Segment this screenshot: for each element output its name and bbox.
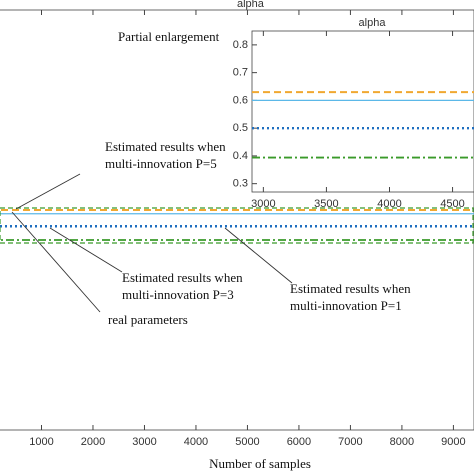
y-tick-label: 0.5 <box>233 122 248 134</box>
chart-title: alpha <box>237 0 265 10</box>
y-tick-label: 0.3 <box>233 178 248 190</box>
x-tick-label: 1000 <box>29 436 53 448</box>
x-axis-label: Number of samples <box>209 456 311 471</box>
x-tick-label: 4000 <box>184 436 208 448</box>
leader-line <box>11 211 101 313</box>
x-tick-label: 9000 <box>441 436 465 448</box>
annotation: real parameters <box>108 312 188 327</box>
x-tick-label: 3000 <box>132 436 156 448</box>
x-tick-label: 4000 <box>377 198 401 210</box>
x-tick-label: 3500 <box>314 198 338 210</box>
leader-line <box>224 227 293 284</box>
y-tick-label: 0.4 <box>233 150 248 162</box>
annotation: Partial enlargement <box>118 29 220 44</box>
x-tick-label: 5000 <box>235 436 259 448</box>
leader-line <box>15 173 81 210</box>
annotation: Estimated results when <box>122 270 243 285</box>
x-tick-label: 2000 <box>81 436 105 448</box>
inset-title: alpha <box>359 17 387 29</box>
x-tick-label: 6000 <box>287 436 311 448</box>
x-tick-label: 8000 <box>390 436 414 448</box>
y-tick-label: 0.6 <box>233 94 248 106</box>
annotation: multi-innovation P=3 <box>122 287 234 302</box>
x-tick-label: 7000 <box>338 436 362 448</box>
y-tick-label: 0.7 <box>233 67 248 79</box>
y-tick-label: 0.8 <box>233 39 248 51</box>
highlight-box <box>0 207 474 244</box>
annotation: multi-innovation P=1 <box>290 298 402 313</box>
plot-area <box>251 30 474 193</box>
x-tick-label: 4500 <box>440 198 464 210</box>
annotation: multi-innovation P=5 <box>105 156 217 171</box>
leader-line <box>49 227 123 273</box>
x-tick-label: 3000 <box>251 198 275 210</box>
annotation: Estimated results when <box>105 139 226 154</box>
annotation: Estimated results when <box>290 281 411 296</box>
